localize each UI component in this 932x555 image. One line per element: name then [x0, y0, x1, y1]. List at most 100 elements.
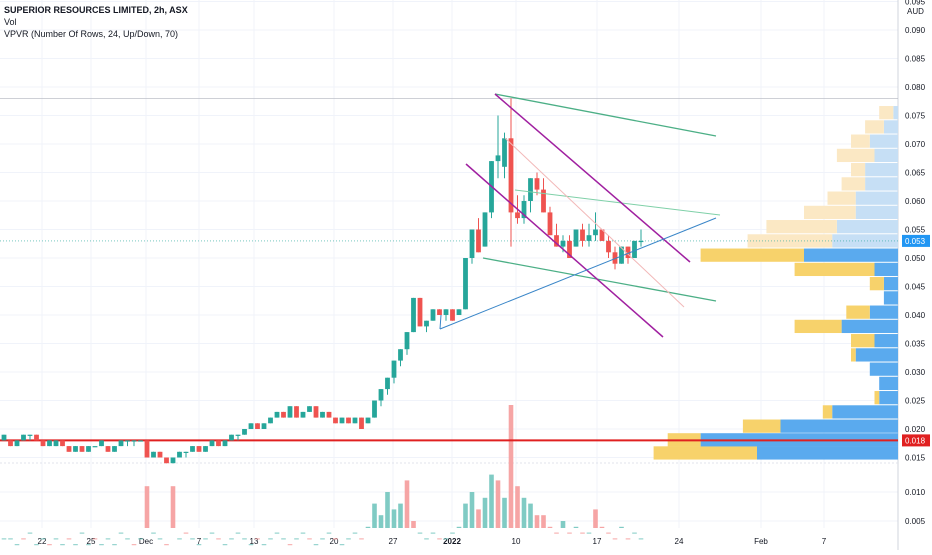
volume-bar — [86, 544, 91, 546]
candle-body — [404, 332, 410, 350]
volume-bar — [209, 532, 215, 534]
candle-body — [443, 309, 449, 315]
candle-body — [580, 229, 585, 241]
volume-bar — [138, 538, 143, 540]
candle-body — [281, 411, 286, 418]
vpvr-down-bar — [742, 419, 781, 433]
pink-trend-line — [504, 137, 685, 308]
volume-bar — [131, 544, 137, 546]
volume-bar — [313, 544, 319, 546]
candle-body — [567, 240, 572, 258]
volume-bar — [463, 503, 468, 528]
volume-bar — [53, 538, 59, 540]
channel-upper-line — [494, 93, 717, 137]
volume-bar — [235, 532, 241, 534]
volume-bar — [521, 497, 527, 528]
volume-bar — [281, 538, 286, 540]
volume-bar — [489, 474, 494, 528]
volume-bar — [450, 532, 455, 534]
price-tick-label: 0.090 — [905, 26, 926, 35]
volume-bar — [34, 544, 39, 546]
symbol-title[interactable]: SUPERIOR RESOURCES LIMITED, 2h, ASX — [4, 5, 188, 15]
candle-body — [1, 434, 7, 441]
volume-bar — [92, 538, 98, 540]
candle-body — [40, 440, 46, 447]
price-tick-label: 0.075 — [905, 112, 926, 121]
candle-body — [619, 246, 624, 264]
vpvr-down-bar — [851, 134, 870, 148]
volume-bar — [105, 538, 111, 540]
volume-bar — [632, 532, 637, 534]
volume-bar — [430, 532, 436, 534]
volume-bar — [346, 538, 351, 540]
vpvr-up-bar — [874, 334, 898, 348]
volume-bar — [547, 526, 553, 528]
candle-body — [125, 440, 130, 442]
level-price-badge-bg — [902, 434, 930, 447]
volume-bar — [242, 538, 247, 540]
candle-body — [177, 451, 182, 458]
volume-bar — [541, 515, 546, 528]
volume-bar — [151, 532, 156, 534]
volume-bar — [222, 544, 228, 546]
candle-body — [79, 446, 85, 452]
time-tick-label: 24 — [675, 537, 684, 546]
volume-bar — [567, 532, 572, 534]
volume-bar — [625, 538, 631, 540]
candle-body — [157, 451, 163, 458]
volume-bar — [118, 532, 124, 534]
volume-bar — [554, 532, 559, 534]
volume-bar — [385, 492, 390, 528]
candle-body — [287, 406, 293, 418]
volume-indicator-label[interactable]: Vol — [4, 17, 17, 27]
volume-bar — [1, 538, 7, 540]
currency-label: AUD — [907, 7, 924, 16]
candle-body — [333, 417, 338, 424]
time-tick-label: 10 — [512, 537, 521, 546]
volume-bar — [14, 544, 20, 546]
vpvr-up-bar — [883, 291, 898, 305]
vpvr-down-bar — [804, 205, 856, 220]
price-tick-label: 0.025 — [905, 397, 926, 406]
volume-bar — [170, 486, 176, 528]
volume-bar — [378, 515, 384, 528]
time-tick-label: 25 — [87, 537, 96, 546]
vpvr-down-bar — [794, 262, 875, 277]
candle-body — [183, 451, 189, 453]
candle-body — [164, 457, 169, 464]
volume-bar — [443, 538, 449, 540]
vpvr-up-bar — [874, 262, 898, 277]
volume-bar — [580, 532, 585, 534]
vpvr-up-bar — [855, 205, 898, 220]
candle-body — [502, 138, 507, 167]
candle-body — [53, 440, 59, 447]
candle-body — [521, 201, 527, 219]
volume-bar — [27, 532, 33, 534]
candle-body — [300, 411, 306, 418]
volume-bar — [300, 532, 306, 534]
vpvr-down-bar — [851, 348, 856, 362]
volume-bar — [21, 538, 26, 540]
time-tick-label: 20 — [330, 537, 339, 546]
vpvr-indicator-label[interactable]: VPVR (Number Of Rows, 24, Up/Down, 70) — [4, 29, 179, 39]
candle-body — [8, 440, 13, 447]
channel-lower-line — [482, 257, 717, 302]
time-tick-label: Feb — [754, 537, 768, 546]
candle-body — [99, 440, 104, 447]
vpvr-up-bar — [879, 391, 898, 405]
vpvr-up-bar — [865, 163, 898, 177]
vpvr-up-bar — [883, 120, 898, 134]
vpvr-down-bar — [841, 177, 866, 191]
candle-body — [47, 440, 52, 447]
volume-bar — [560, 521, 566, 528]
falling-wedge-lower — [465, 163, 664, 338]
vpvr-up-bar — [855, 191, 898, 205]
candle-body — [599, 229, 605, 241]
candle-body — [73, 446, 78, 452]
volume-bar — [619, 526, 624, 528]
candle-body — [261, 423, 267, 429]
vpvr-down-bar — [851, 334, 875, 348]
volume-bar — [528, 503, 533, 528]
